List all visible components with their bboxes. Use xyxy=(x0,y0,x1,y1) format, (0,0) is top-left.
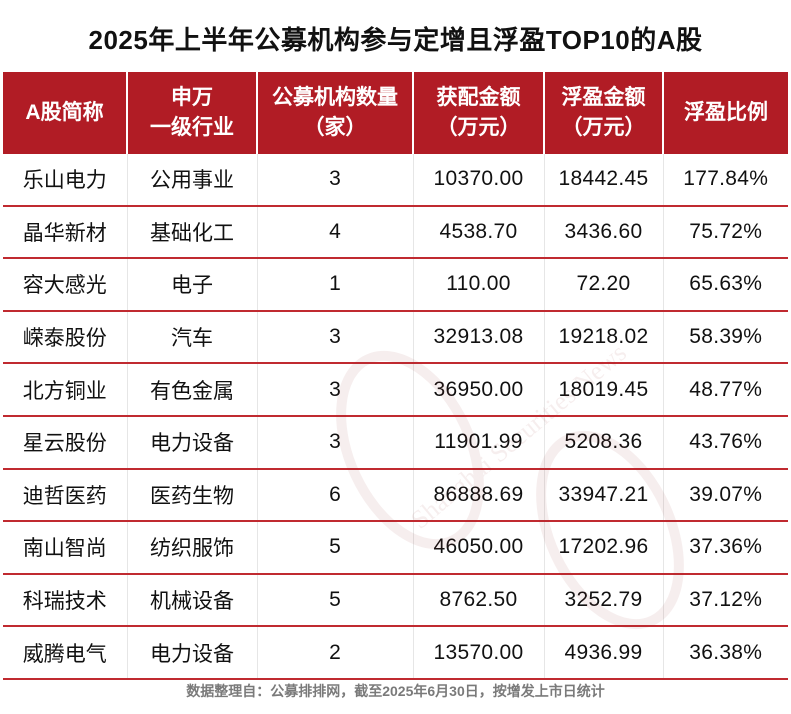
header-profit-line1: 浮盈金额 xyxy=(561,86,646,109)
header-profit-ratio: 浮盈比例 xyxy=(662,72,788,154)
cell-industry: 基础化工 xyxy=(126,205,257,260)
table-row: 乐山电力 公用事业 3 10370.00 18442.45 177.84% xyxy=(3,154,788,207)
cell-allotment: 110.00 xyxy=(412,258,544,312)
cell-profit-ratio: 58.39% xyxy=(662,310,788,365)
header-stock-name: A股简称 xyxy=(3,72,128,154)
table-header: A股简称 申万 一级行业 公募机构数量 （家） 获配金额 （万元） 浮盈金额 （万元） … xyxy=(3,72,788,154)
cell-stock-name: 容大感光 xyxy=(3,258,127,312)
cell-allotment: 86888.69 xyxy=(412,468,544,523)
cell-industry: 有色金属 xyxy=(126,363,257,417)
cell-industry: 医药生物 xyxy=(126,468,257,523)
cell-profit-ratio: 65.63% xyxy=(662,258,788,312)
header-fund-count: 公募机构数量 （家） xyxy=(256,72,414,154)
cell-profit-ratio: 39.07% xyxy=(662,468,788,523)
cell-fund-count: 3 xyxy=(256,310,413,365)
cell-allotment: 11901.99 xyxy=(412,415,544,470)
cell-industry: 电力设备 xyxy=(126,415,257,470)
cell-allotment: 13570.00 xyxy=(412,626,544,680)
cell-fund-count: 5 xyxy=(256,573,413,628)
cell-stock-name: 威腾电气 xyxy=(3,626,127,680)
cell-industry: 汽车 xyxy=(126,310,257,365)
table-row: 威腾电气 电力设备 2 13570.00 4936.99 36.38% xyxy=(3,626,788,680)
cell-profit: 5208.36 xyxy=(543,415,663,470)
table-row: 星云股份 电力设备 3 11901.99 5208.36 43.76% xyxy=(3,415,788,470)
cell-stock-name: 晶华新材 xyxy=(3,205,127,260)
cell-stock-name: 南山智尚 xyxy=(3,521,127,575)
header-allotment-line1: 获配金额 xyxy=(436,86,521,109)
header-stock-name-label: A股简称 xyxy=(25,101,104,124)
cell-allotment: 10370.00 xyxy=(412,154,544,207)
cell-profit: 19218.02 xyxy=(543,310,663,365)
cell-stock-name: 科瑞技术 xyxy=(3,573,127,628)
cell-allotment: 32913.08 xyxy=(412,310,544,365)
header-allotment: 获配金额 （万元） xyxy=(412,72,545,154)
table-row: 晶华新材 基础化工 4 4538.70 3436.60 75.72% xyxy=(3,205,788,260)
cell-profit-ratio: 37.12% xyxy=(662,573,788,628)
cell-allotment: 46050.00 xyxy=(412,521,544,575)
cell-allotment: 8762.50 xyxy=(412,573,544,628)
cell-stock-name: 北方铜业 xyxy=(3,363,127,417)
cell-industry: 电子 xyxy=(126,258,257,312)
cell-profit-ratio: 37.36% xyxy=(662,521,788,575)
cell-profit: 17202.96 xyxy=(543,521,663,575)
cell-industry: 公用事业 xyxy=(126,154,257,207)
source-footnote: 数据整理自：公募排排网，截至2025年6月30日，按增发上市日统计 xyxy=(186,683,605,699)
header-profit-ratio-label: 浮盈比例 xyxy=(684,101,768,124)
header-industry-line2: 一级行业 xyxy=(150,116,234,139)
cell-fund-count: 6 xyxy=(256,468,413,523)
cell-fund-count: 2 xyxy=(256,626,413,680)
cell-fund-count: 3 xyxy=(256,415,413,470)
header-profit-line2: （万元） xyxy=(561,116,646,139)
cell-stock-name: 嵘泰股份 xyxy=(3,310,127,365)
header-industry-line1: 申万 xyxy=(171,86,213,109)
cell-profit-ratio: 48.77% xyxy=(662,363,788,417)
cell-stock-name: 迪哲医药 xyxy=(3,468,127,523)
header-allotment-line2: （万元） xyxy=(436,116,521,139)
cell-industry: 机械设备 xyxy=(126,573,257,628)
header-row: A股简称 申万 一级行业 公募机构数量 （家） 获配金额 （万元） 浮盈金额 （万元） … xyxy=(3,72,788,154)
table-row: 嵘泰股份 汽车 3 32913.08 19218.02 58.39% xyxy=(3,310,788,365)
cell-fund-count: 4 xyxy=(256,205,413,260)
cell-profit: 4936.99 xyxy=(543,626,663,680)
header-fund-count-line1: 公募机构数量 xyxy=(272,86,398,109)
cell-fund-count: 1 xyxy=(256,258,413,312)
table-row: 科瑞技术 机械设备 5 8762.50 3252.79 37.12% xyxy=(3,573,788,628)
data-table-container: A股简称 申万 一级行业 公募机构数量 （家） 获配金额 （万元） 浮盈金额 （万元） … xyxy=(3,72,788,680)
table-body: 乐山电力 公用事业 3 10370.00 18442.45 177.84% 晶华… xyxy=(3,154,788,680)
cell-profit: 3252.79 xyxy=(543,573,663,628)
cell-profit: 18442.45 xyxy=(543,154,663,207)
cell-profit-ratio: 36.38% xyxy=(662,626,788,680)
cell-stock-name: 星云股份 xyxy=(3,415,127,470)
cell-allotment: 4538.70 xyxy=(412,205,544,260)
header-fund-count-line2: （家） xyxy=(303,116,367,139)
cell-profit: 72.20 xyxy=(543,258,663,312)
data-table: A股简称 申万 一级行业 公募机构数量 （家） 获配金额 （万元） 浮盈金额 （万元） … xyxy=(3,72,788,680)
cell-fund-count: 3 xyxy=(256,363,413,417)
cell-profit: 18019.45 xyxy=(543,363,663,417)
cell-fund-count: 5 xyxy=(256,521,413,575)
table-row: 南山智尚 纺织服饰 5 46050.00 17202.96 37.36% xyxy=(3,521,788,575)
table-row: 容大感光 电子 1 110.00 72.20 65.63% xyxy=(3,258,788,312)
page-title: 2025年上半年公募机构参与定增且浮盈TOP10的A股 xyxy=(88,25,703,55)
table-row: 北方铜业 有色金属 3 36950.00 18019.45 48.77% xyxy=(3,363,788,417)
cell-allotment: 36950.00 xyxy=(412,363,544,417)
header-profit: 浮盈金额 （万元） xyxy=(543,72,664,154)
cell-industry: 纺织服饰 xyxy=(126,521,257,575)
cell-profit-ratio: 75.72% xyxy=(662,205,788,260)
table-row: 迪哲医药 医药生物 6 86888.69 33947.21 39.07% xyxy=(3,468,788,523)
cell-industry: 电力设备 xyxy=(126,626,257,680)
cell-profit: 3436.60 xyxy=(543,205,663,260)
cell-profit-ratio: 43.76% xyxy=(662,415,788,470)
cell-profit-ratio: 177.84% xyxy=(662,154,788,207)
cell-stock-name: 乐山电力 xyxy=(3,154,127,207)
header-industry: 申万 一级行业 xyxy=(126,72,258,154)
cell-profit: 33947.21 xyxy=(543,468,663,523)
cell-fund-count: 3 xyxy=(256,154,413,207)
